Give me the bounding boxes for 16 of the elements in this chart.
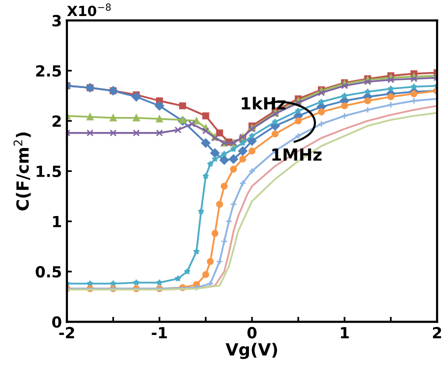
text: X10$^{−8}$ — [67, 3, 111, 16]
x-tick-label: -2 — [59, 326, 74, 338]
y-tick-label: 0.5 — [36, 266, 61, 278]
x-tick-label: 1 — [340, 327, 349, 338]
y-tick-label: 2.5 — [36, 65, 61, 77]
y-tick-label: 0 — [52, 316, 62, 328]
x-axis-title: Vg(V) — [226, 342, 278, 360]
y-axis-title: C(F/cm$^{2}$) — [14, 132, 31, 210]
x-tick-label: -1 — [152, 327, 167, 338]
y-tick-label: 2 — [52, 115, 61, 127]
y-tick-label: 3 — [52, 14, 61, 26]
x-tick-label: 0 — [247, 326, 257, 338]
annotation: 1MHz — [272, 148, 322, 161]
y-tick-label: 1 — [53, 216, 61, 228]
y-tick-label: 1.5 — [36, 166, 61, 178]
x-tick-label: 2 — [432, 326, 442, 338]
